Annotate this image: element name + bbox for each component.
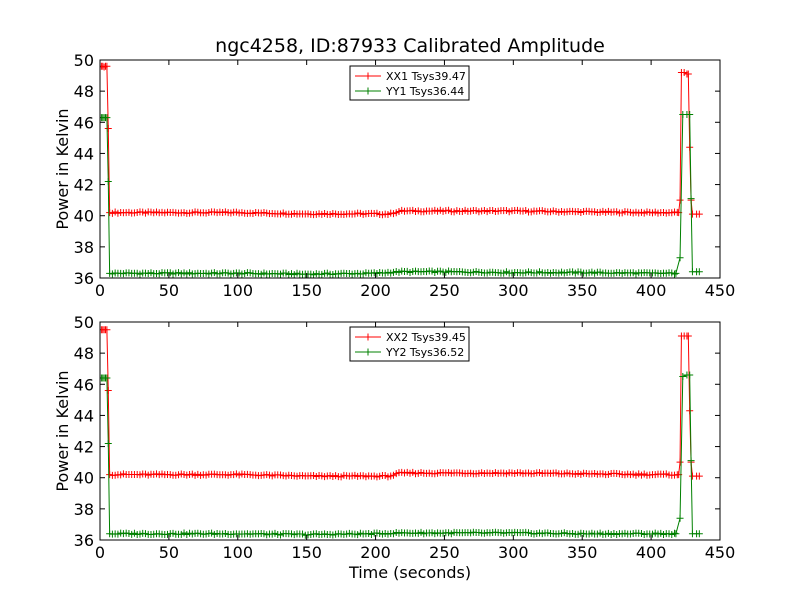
legend-label: YY2 Tsys36.52 bbox=[385, 346, 464, 359]
x-tick-label: 300 bbox=[498, 543, 529, 562]
y-tick-label: 48 bbox=[74, 344, 94, 363]
legend: XX1 Tsys39.47 YY1 Tsys36.44 bbox=[349, 65, 470, 101]
panel-top: 0 50 100 150 200 250 300 350 400 450 36 38 40 42 44 46 4… bbox=[53, 51, 735, 300]
x-tick-label: 0 bbox=[95, 543, 105, 562]
x-tick-label: 300 bbox=[498, 281, 529, 300]
series-group bbox=[100, 326, 703, 539]
series-group bbox=[100, 62, 703, 278]
y-tick-label: 38 bbox=[74, 238, 94, 257]
y-tick-label: 44 bbox=[74, 144, 94, 163]
x-tick-label: 100 bbox=[223, 543, 254, 562]
y-tick-label: 38 bbox=[74, 500, 94, 519]
legend-box bbox=[349, 326, 470, 362]
x-tick-label: 250 bbox=[429, 281, 460, 300]
legend-box bbox=[349, 65, 470, 101]
legend-marker bbox=[364, 72, 372, 80]
x-axis-label: Time (seconds) bbox=[348, 563, 471, 582]
legend-marker bbox=[364, 333, 372, 341]
y-axis-label: Power in Kelvin bbox=[53, 370, 72, 491]
figure-title: ngc4258, ID:87933 Calibrated Amplitude bbox=[215, 35, 605, 57]
y-tick-label: 36 bbox=[74, 531, 94, 550]
y-tick-label: 46 bbox=[74, 113, 94, 132]
y-tick-label: 50 bbox=[74, 313, 94, 332]
y-tick-label: 36 bbox=[74, 269, 94, 288]
x-tick-label: 400 bbox=[636, 281, 667, 300]
y-tick-label: 40 bbox=[74, 469, 94, 488]
series-markers bbox=[100, 326, 703, 481]
x-tick-label: 50 bbox=[159, 281, 179, 300]
x-tick-label: 400 bbox=[636, 543, 667, 562]
y-tick-label: 46 bbox=[74, 375, 94, 394]
y-tick-label: 50 bbox=[74, 51, 94, 70]
y-tick-label: 44 bbox=[74, 406, 94, 425]
x-tick-label: 200 bbox=[360, 543, 391, 562]
x-tick-label: 100 bbox=[223, 281, 254, 300]
x-tick-label: 350 bbox=[567, 543, 598, 562]
series-markers bbox=[100, 111, 703, 278]
x-tick-label: 200 bbox=[360, 281, 391, 300]
x-tick-label: 450 bbox=[705, 543, 736, 562]
legend-label: XX2 Tsys39.45 bbox=[386, 331, 466, 344]
legend-label: YY1 Tsys36.44 bbox=[385, 85, 464, 98]
x-tick-label: 250 bbox=[429, 543, 460, 562]
x-tick-label: 150 bbox=[291, 281, 322, 300]
y-tick-label: 40 bbox=[74, 207, 94, 226]
series-markers bbox=[100, 62, 703, 219]
plot-frame bbox=[99, 59, 721, 279]
x-tick-label: 350 bbox=[567, 281, 598, 300]
y-tick-label: 48 bbox=[74, 82, 94, 101]
x-tick-label: 50 bbox=[159, 543, 179, 562]
legend-marker bbox=[364, 348, 372, 356]
x-tick-label: 150 bbox=[291, 543, 322, 562]
panel-bottom: 0 50 100 150 200 250 300 350 400 450 36 38 40 42 44 46 4… bbox=[53, 313, 735, 582]
plot-frame bbox=[99, 321, 721, 541]
y-tick-label: 42 bbox=[74, 438, 94, 457]
legend-label: XX1 Tsys39.47 bbox=[386, 70, 466, 83]
x-tick-label: 450 bbox=[705, 281, 736, 300]
y-axis-label: Power in Kelvin bbox=[53, 108, 72, 229]
legend: XX2 Tsys39.45 YY2 Tsys36.52 bbox=[349, 326, 470, 362]
y-tick-label: 42 bbox=[74, 176, 94, 195]
series-markers bbox=[100, 371, 703, 539]
legend-marker bbox=[364, 87, 372, 95]
x-tick-label: 0 bbox=[95, 281, 105, 300]
